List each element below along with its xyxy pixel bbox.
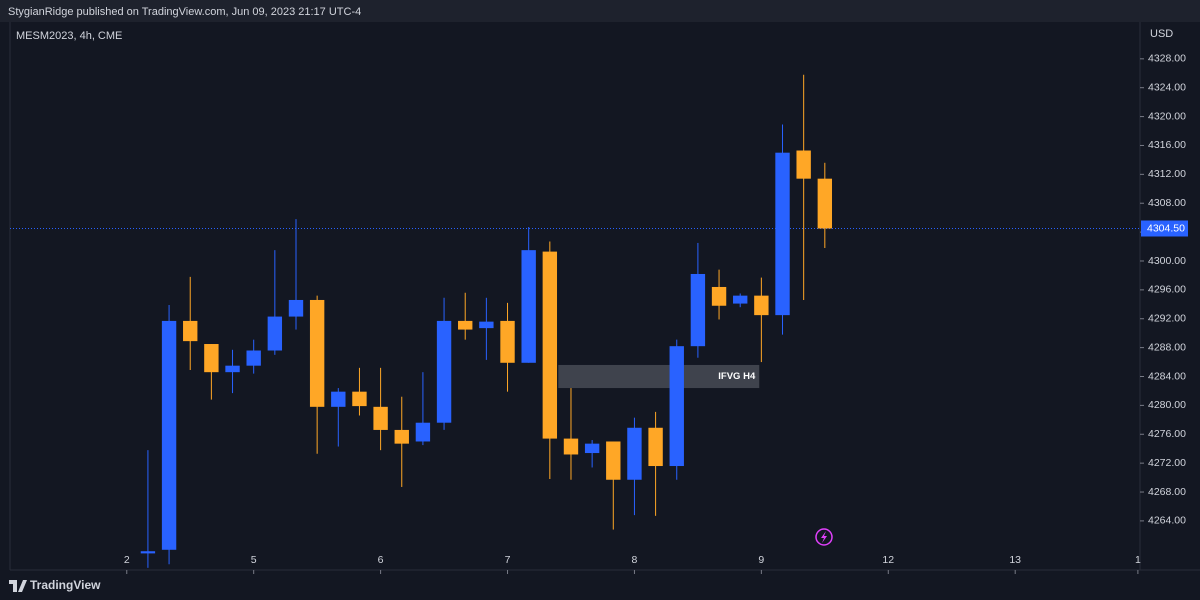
symbol-label: MESM2023, 4h, CME [16, 30, 122, 42]
footer-bar [0, 571, 1200, 600]
candle-body [225, 365, 240, 373]
publisher-text: StygianRidge published on TradingView.co… [8, 6, 361, 18]
candle-body [352, 391, 367, 407]
candle-body [754, 295, 769, 316]
candle-body [711, 286, 727, 306]
y-tick-label: 4280.00 [1148, 399, 1186, 411]
y-tick-label: 4276.00 [1148, 428, 1186, 440]
x-tick-label: 5 [251, 554, 257, 566]
x-tick-label: 9 [758, 554, 764, 566]
y-tick-label: 4328.00 [1148, 53, 1186, 65]
plot-area: IFVG H4 [10, 74, 1140, 568]
x-tick-label: 7 [505, 554, 511, 566]
candle-body [563, 438, 579, 455]
candle-body [775, 152, 790, 316]
x-tick-label: 2 [124, 554, 130, 566]
candle-body [521, 250, 536, 363]
x-tick-label: 13 [1009, 554, 1021, 566]
y-tick-label: 4312.00 [1148, 168, 1186, 180]
brand-text: TradingView [30, 578, 101, 592]
y-tick-label: 4308.00 [1148, 197, 1186, 209]
x-tick-label: 1 [1135, 554, 1141, 566]
brand-logo [9, 580, 27, 592]
y-tick-label: 4300.00 [1148, 255, 1186, 267]
candle-body [733, 295, 748, 304]
candle-body [458, 320, 473, 330]
candle-body [415, 422, 431, 442]
candle-body [606, 441, 621, 480]
candle-body [331, 391, 346, 407]
zone-label: IFVG H4 [718, 371, 756, 382]
candle-body [288, 299, 304, 317]
candle-body [204, 344, 219, 373]
candle-body [690, 273, 706, 347]
candle-body [500, 320, 515, 363]
currency-label: USD [1150, 28, 1173, 40]
y-tick-label: 4264.00 [1148, 515, 1186, 527]
y-tick-label: 4288.00 [1148, 341, 1186, 353]
y-tick-label: 4292.00 [1148, 313, 1186, 325]
x-tick-label: 6 [378, 554, 384, 566]
candle-body [669, 346, 684, 467]
header-bar [0, 0, 1200, 22]
candle-body [479, 321, 494, 329]
candle-body [267, 316, 283, 351]
zone-box [558, 364, 760, 389]
candle-body [161, 320, 177, 550]
candle-body [796, 150, 811, 179]
candle-body [627, 427, 642, 480]
candle-body [246, 350, 261, 366]
x-tick-label: 8 [632, 554, 638, 566]
candle-body [183, 320, 198, 342]
y-tick-label: 4324.00 [1148, 81, 1186, 93]
y-tick-label: 4284.00 [1148, 370, 1186, 382]
alert-icon [815, 528, 833, 546]
y-tick-label: 4296.00 [1148, 284, 1186, 296]
y-tick-label: 4316.00 [1148, 139, 1186, 151]
candle-body [648, 427, 663, 467]
candle-body [373, 406, 388, 430]
candle-body [584, 443, 600, 454]
y-tick-label: 4272.00 [1148, 457, 1186, 469]
candle-body [394, 429, 409, 444]
candle-body [436, 320, 452, 423]
candle-body [309, 299, 325, 407]
candle-body [817, 178, 833, 229]
last-price-tag [1141, 220, 1188, 237]
candle-body [542, 251, 558, 439]
last-price-label: 4304.50 [1147, 222, 1185, 234]
y-tick-label: 4268.00 [1148, 486, 1186, 498]
candle-body [140, 551, 156, 554]
y-tick-label: 4320.00 [1148, 110, 1186, 122]
x-tick-label: 12 [882, 554, 894, 566]
